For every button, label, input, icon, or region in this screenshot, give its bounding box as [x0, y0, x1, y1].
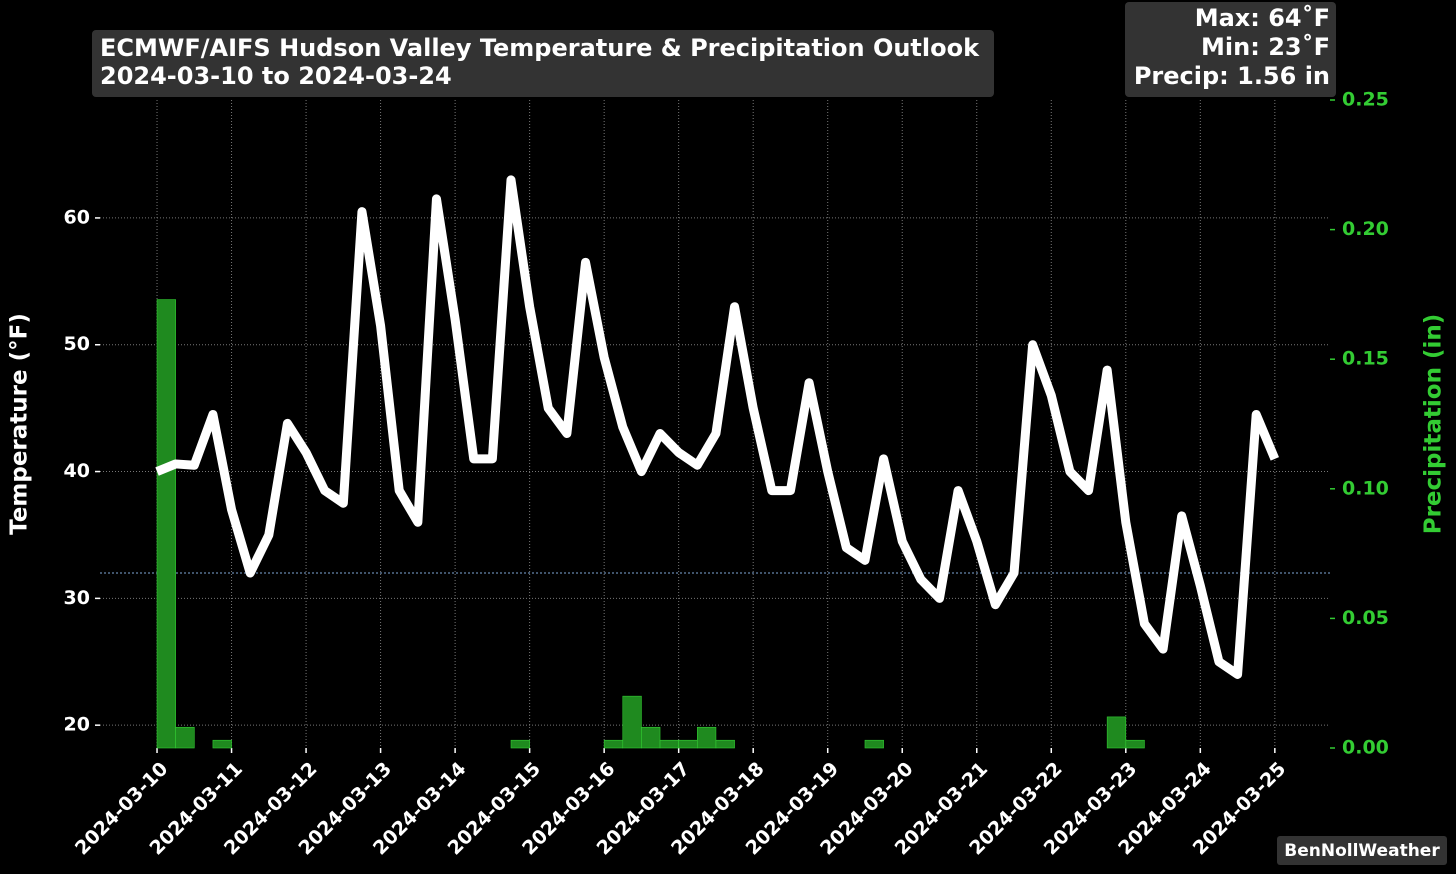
precip-bar [659, 739, 679, 749]
bars [156, 299, 1145, 749]
y-tick-label: 20 [64, 714, 90, 736]
precip-bar [175, 726, 195, 749]
stat-min: Min: 23˚F [1201, 33, 1330, 61]
precip-bar [641, 726, 661, 749]
chart-title: ECMWF/AIFS Hudson Valley Temperature & P… [100, 34, 980, 62]
precip-bar [715, 739, 735, 749]
y2-tick-label: 0.20 [1342, 218, 1389, 240]
watermark-box [1277, 836, 1447, 865]
precip-bar [697, 726, 717, 749]
y2-tick-label: 0.25 [1342, 89, 1389, 111]
precip-bar [510, 739, 530, 749]
precip-bar [864, 739, 884, 749]
temperature-line [155, 175, 1279, 679]
y-tick-label: 60 [64, 206, 90, 228]
precip-bar [1125, 739, 1145, 749]
grid [95, 99, 1335, 753]
y-axis-label: Temperature (°F) [7, 313, 33, 535]
precip-bar [156, 299, 176, 749]
precip-bar [1106, 716, 1127, 749]
y-tick-label: 30 [64, 587, 90, 609]
watermark: BenNollWeather [1284, 841, 1440, 861]
lines [155, 175, 1279, 679]
stats-box [1125, 2, 1336, 97]
stat-precip: Precip: 1.56 in [1134, 62, 1330, 90]
precip-bar [678, 739, 698, 749]
y-tick-label: 50 [64, 333, 90, 355]
precip-bar [622, 695, 642, 749]
y2-tick-label: 0.00 [1342, 737, 1389, 759]
stat-max: Max: 64˚F [1195, 4, 1330, 32]
chart-subtitle: 2024-03-10 to 2024-03-24 [100, 62, 452, 90]
y2-tick-label: 0.10 [1342, 477, 1389, 499]
y2-axis-label: Precipitation (in) [1421, 314, 1447, 535]
precip-bar [603, 739, 624, 749]
y-tick-label: 40 [64, 460, 90, 482]
title-box [92, 30, 994, 97]
y2-tick-label: 0.15 [1342, 348, 1389, 370]
y2-tick-label: 0.05 [1342, 607, 1389, 629]
precip-bar [212, 739, 232, 749]
